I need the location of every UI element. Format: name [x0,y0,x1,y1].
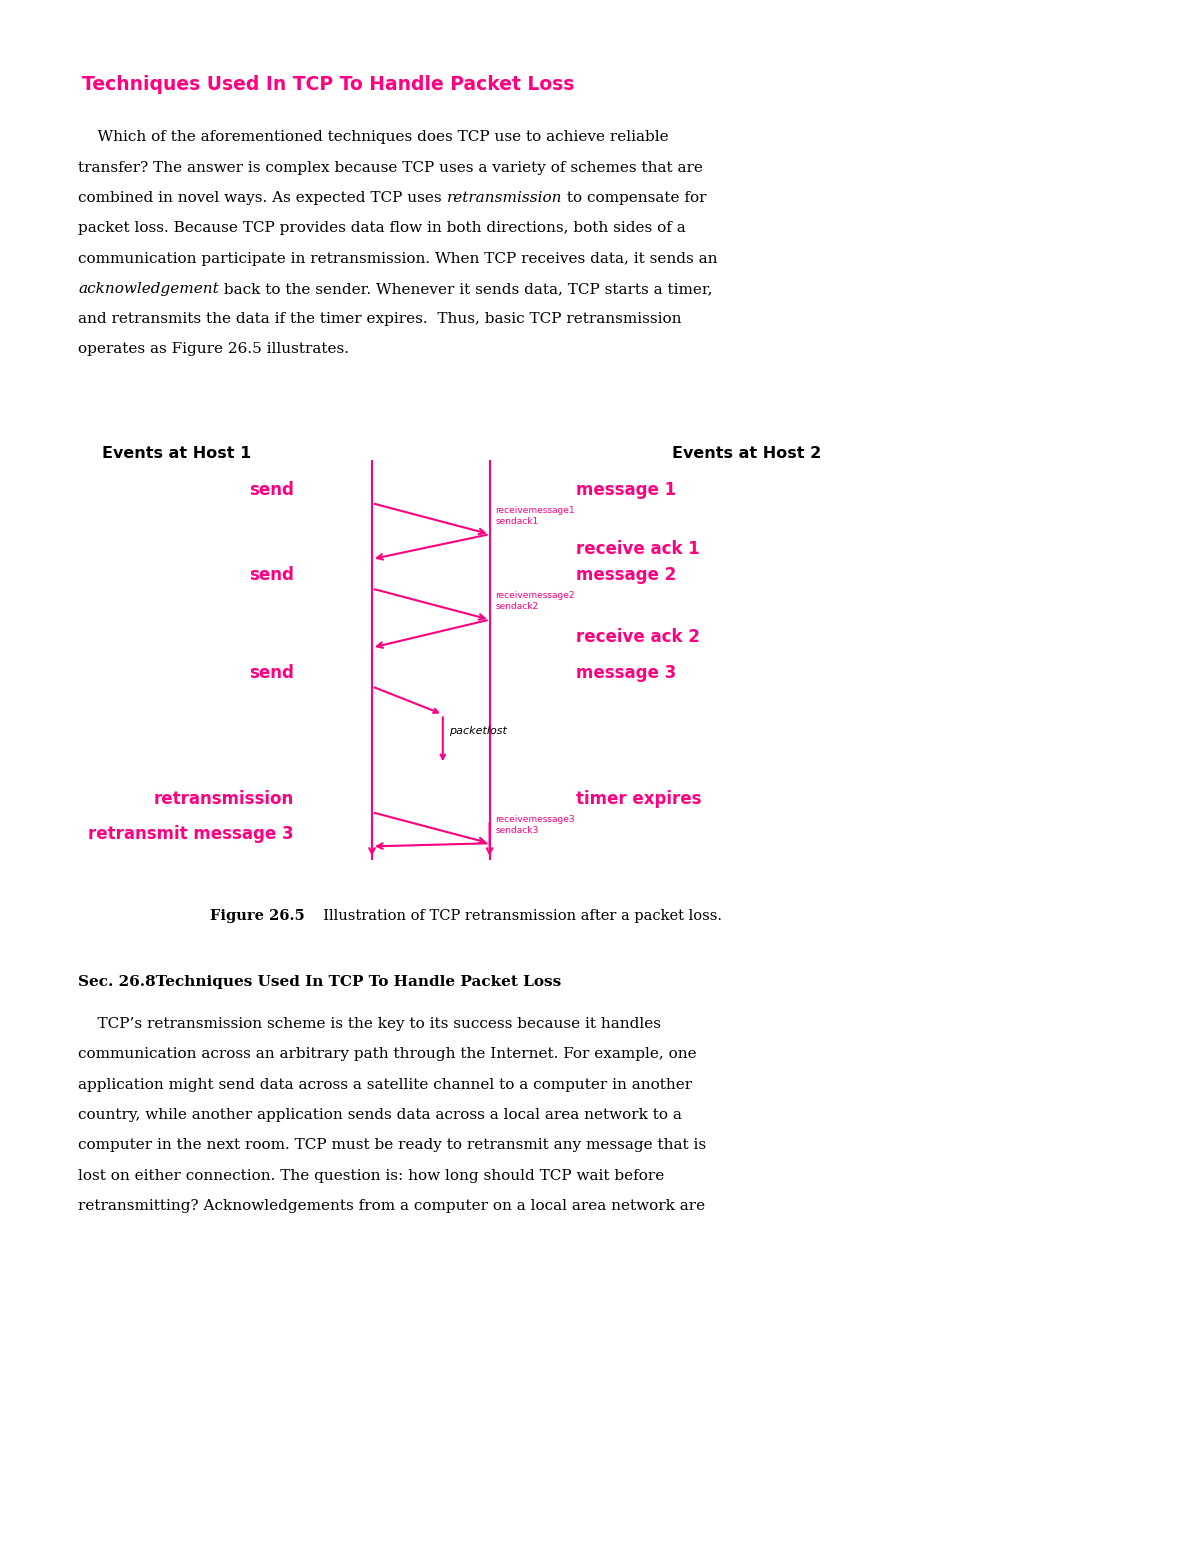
Text: receivemessage3
sendack3: receivemessage3 sendack3 [496,815,575,834]
Text: timer expires: timer expires [576,789,702,808]
Text: packet loss. Because TCP provides data flow in both directions, both sides of a: packet loss. Because TCP provides data f… [78,222,685,236]
Text: send: send [250,480,294,499]
Text: Which of the aforementioned techniques does TCP use to achieve reliable: Which of the aforementioned techniques d… [78,130,668,144]
Text: Illustration of TCP retransmission after a packet loss.: Illustration of TCP retransmission after… [314,909,722,922]
Text: transfer? The answer is complex because TCP uses a variety of schemes that are: transfer? The answer is complex because … [78,160,703,175]
Text: retransmit message 3: retransmit message 3 [89,825,294,843]
Text: retransmission: retransmission [154,789,294,808]
Text: combined in novel ways. As expected TCP uses: combined in novel ways. As expected TCP … [78,191,446,205]
Text: send: send [250,663,294,682]
Text: Sec. 26.8Techniques Used In TCP To Handle Packet Loss: Sec. 26.8Techniques Used In TCP To Handl… [78,975,562,989]
Text: receive ack 2: receive ack 2 [576,627,700,646]
Text: acknowledgement: acknowledgement [78,283,218,297]
Text: message 2: message 2 [576,565,677,584]
Text: message 3: message 3 [576,663,677,682]
Text: retransmitting? Acknowledgements from a computer on a local area network are: retransmitting? Acknowledgements from a … [78,1199,706,1213]
Text: message 1: message 1 [576,480,676,499]
Text: and retransmits the data if the timer expires.  Thus, basic TCP retransmission: and retransmits the data if the timer ex… [78,312,682,326]
Text: computer in the next room. TCP must be ready to retransmit any message that is: computer in the next room. TCP must be r… [78,1138,706,1152]
Text: Figure 26.5: Figure 26.5 [210,909,305,922]
Text: receivemessage1
sendack1: receivemessage1 sendack1 [496,506,575,525]
Text: to compensate for: to compensate for [562,191,707,205]
Text: communication participate in retransmission. When TCP receives data, it sends an: communication participate in retransmiss… [78,252,718,266]
Text: packetlost: packetlost [449,727,506,736]
Text: Events at Host 1: Events at Host 1 [102,446,251,461]
Text: back to the sender. Whenever it sends data, TCP starts a timer,: back to the sender. Whenever it sends da… [218,283,713,297]
Text: application might send data across a satellite channel to a computer in another: application might send data across a sat… [78,1078,692,1092]
Text: Events at Host 2: Events at Host 2 [672,446,821,461]
Text: retransmission: retransmission [446,191,562,205]
Text: lost on either connection. The question is: how long should TCP wait before: lost on either connection. The question … [78,1169,665,1183]
Text: receivemessage2
sendack2: receivemessage2 sendack2 [496,592,575,610]
Text: send: send [250,565,294,584]
Text: receive ack 1: receive ack 1 [576,539,700,558]
Text: operates as Figure 26.5 illustrates.: operates as Figure 26.5 illustrates. [78,342,349,357]
Text: communication across an arbitrary path through the Internet. For example, one: communication across an arbitrary path t… [78,1048,697,1062]
Text: Techniques Used In TCP To Handle Packet Loss: Techniques Used In TCP To Handle Packet … [82,75,574,93]
Text: country, while another application sends data across a local area network to a: country, while another application sends… [78,1109,682,1123]
Text: TCP’s retransmission scheme is the key to its success because it handles: TCP’s retransmission scheme is the key t… [78,1017,661,1031]
